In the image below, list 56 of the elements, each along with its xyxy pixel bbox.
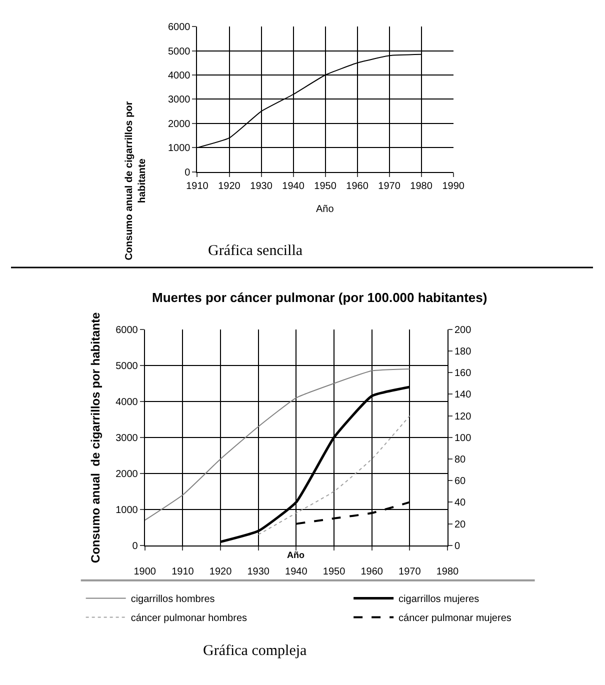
- y2-tick-label: 0: [454, 540, 460, 552]
- x-tick-label: 1950: [314, 180, 337, 192]
- x-tick-label: 1960: [346, 180, 369, 192]
- y-axis-title: Consumo anual de cigarrillos por habitante: [124, 101, 148, 260]
- x-tick-label: 1910: [172, 566, 194, 578]
- legend-label: cigarrillos hombres: [130, 594, 215, 606]
- x-tick-label: 1940: [282, 180, 305, 192]
- y-tick-label: 0: [184, 167, 191, 178]
- x-axis-title: Año: [316, 204, 334, 215]
- x-tick-label: 1950: [322, 566, 346, 578]
- y2-tick-label: 120: [454, 411, 472, 422]
- y2-tick-label: 20: [454, 519, 466, 530]
- y2-tick-label: 140: [454, 390, 472, 401]
- y2-tick-label: 200: [454, 324, 472, 336]
- y2-tick-label: 180: [454, 346, 472, 358]
- y-tick-label: 5000: [116, 360, 138, 372]
- x-tick-label: 1920: [209, 566, 232, 578]
- y-tick-label: 4000: [116, 396, 138, 408]
- y2-tick-label: 60: [454, 476, 466, 488]
- y-tick-label: 6000: [168, 22, 191, 34]
- y-axis-title: Consumo anual de cigarrillos por habitante: [88, 312, 102, 564]
- x-tick-label: 1970: [378, 180, 401, 192]
- text: Gráfica sencilla: [208, 243, 303, 259]
- x-tick-label: 1980: [410, 180, 433, 192]
- x-tick-label: 1930: [250, 180, 273, 192]
- x-tick-label: 1910: [186, 180, 209, 192]
- y-tick-label: 3000: [168, 94, 191, 106]
- y-tick-label: 2000: [116, 468, 138, 480]
- x-tick-label: 1940: [285, 566, 308, 578]
- y-tick-label: 1000: [116, 504, 138, 516]
- x-tick-label: 1930: [247, 566, 270, 578]
- line-series: [144, 368, 410, 521]
- y-tick-label: 1000: [168, 143, 191, 154]
- legend-label: cáncer pulmonar mujeres: [398, 613, 512, 624]
- legend-label: cigarrillos mujeres: [398, 594, 480, 606]
- y-tick-label: 0: [132, 540, 138, 552]
- y2-tick-label: 160: [454, 368, 472, 380]
- x-tick-label: 1920: [218, 180, 241, 192]
- y2-tick-label: 80: [454, 454, 466, 466]
- x-tick-label: 1900: [134, 566, 156, 578]
- y-tick-label: 5000: [168, 46, 191, 58]
- y-tick-label: 6000: [116, 324, 138, 336]
- legend-label: cáncer pulmonar hombres: [130, 613, 248, 624]
- x-tick-label: 1960: [360, 566, 384, 578]
- x-axis-title: Año: [287, 550, 305, 560]
- line-series: [258, 415, 410, 536]
- y2-tick-label: 100: [454, 432, 472, 444]
- x-tick-label: 1980: [436, 566, 460, 578]
- y-tick-label: 4000: [168, 70, 191, 82]
- y-tick-label: 3000: [116, 432, 138, 444]
- y2-tick-label: 40: [454, 498, 466, 509]
- text: Gráfica compleja: [203, 643, 308, 659]
- x-tick-label: 1990: [442, 180, 465, 192]
- chart-title: Muertes por cáncer pulmonar (por 100.000 habitantes): [152, 290, 488, 305]
- y-tick-label: 2000: [168, 118, 191, 130]
- x-tick-label: 1970: [398, 566, 422, 578]
